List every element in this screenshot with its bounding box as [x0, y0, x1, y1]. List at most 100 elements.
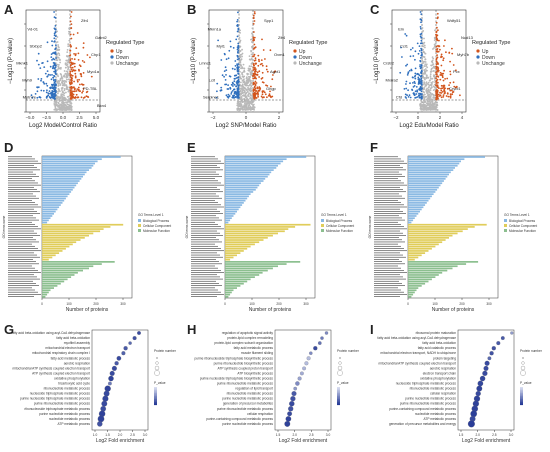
data-point	[228, 49, 231, 52]
data-point	[74, 69, 77, 72]
data-point	[54, 100, 57, 103]
data-point	[236, 64, 239, 67]
data-point	[423, 37, 425, 40]
data-point	[434, 105, 437, 107]
data-point	[433, 107, 436, 109]
size-legend-dot	[338, 361, 342, 365]
term-label: nucleotide metabolic process	[415, 412, 457, 416]
data-point	[433, 103, 435, 106]
data-point	[233, 77, 236, 80]
data-point	[437, 69, 440, 72]
data-point	[56, 48, 59, 51]
enrichment-dot	[285, 416, 292, 422]
color-legend-step	[154, 402, 157, 404]
data-point	[237, 79, 240, 82]
x-tick-label: −5.0	[26, 115, 35, 120]
data-point	[424, 61, 427, 63]
legend-label: Down	[482, 55, 495, 61]
data-point	[423, 100, 426, 103]
data-point	[416, 42, 419, 45]
data-point	[410, 48, 412, 51]
data-point	[423, 82, 426, 84]
data-point	[57, 99, 59, 101]
legend-swatch	[110, 49, 114, 53]
legend-label: Cellular Component	[509, 224, 537, 228]
go-bar	[225, 188, 256, 191]
data-point	[52, 52, 54, 54]
data-point	[420, 84, 423, 86]
data-point	[248, 78, 251, 80]
data-point	[252, 77, 255, 80]
go-bar	[225, 263, 287, 265]
data-point	[434, 75, 436, 78]
data-point	[237, 42, 240, 45]
data-point	[226, 88, 229, 90]
data-point	[243, 89, 246, 92]
data-point	[51, 94, 54, 97]
data-point	[421, 38, 424, 40]
data-point	[232, 47, 235, 49]
data-point	[71, 79, 73, 82]
data-point	[74, 54, 77, 57]
data-point	[255, 90, 257, 93]
go-term-label	[374, 256, 406, 258]
go-term-label	[8, 184, 41, 186]
x-tick-label: 2.5	[492, 433, 497, 437]
data-point	[228, 95, 231, 97]
data-point	[79, 83, 81, 86]
go-term-label	[191, 211, 220, 212]
size-legend-dot	[337, 370, 343, 376]
data-point	[237, 70, 240, 73]
data-point	[449, 95, 452, 97]
x-axis-title: Number of proteins	[249, 307, 292, 313]
data-point	[53, 40, 56, 42]
data-point	[70, 37, 73, 40]
go-bar	[408, 252, 426, 254]
data-point	[232, 85, 234, 87]
go-bar	[225, 293, 231, 296]
data-point	[36, 96, 39, 99]
go-term-label	[191, 162, 224, 164]
term-label: protein-lipid complex subunit organizati…	[214, 341, 273, 345]
data-point	[67, 78, 70, 81]
data-point	[73, 53, 75, 55]
gene-label: Ccl1	[400, 44, 409, 49]
go-bar	[225, 241, 260, 244]
data-point	[69, 59, 72, 62]
go-bar	[42, 204, 61, 206]
data-point	[223, 75, 225, 78]
go-bar	[42, 206, 60, 209]
data-point	[239, 53, 242, 56]
data-point	[67, 45, 70, 48]
enrichment-dot	[302, 366, 306, 371]
data-point	[411, 47, 414, 49]
data-point	[454, 86, 457, 89]
go-bar	[42, 160, 98, 163]
data-point	[239, 75, 241, 78]
data-point	[62, 96, 65, 99]
panel-b: B Spp1 Mkrn1a Zfr4 Myl1 Ovm1 Lmnc1 Agxt1 Lcit Gh…	[183, 0, 366, 140]
data-point	[424, 52, 427, 55]
color-legend-step	[337, 394, 340, 397]
data-point	[257, 54, 260, 57]
term-label: purine nucleotide metabolic process	[405, 397, 456, 401]
data-point	[420, 36, 423, 39]
data-point	[219, 89, 222, 92]
data-point	[427, 81, 430, 84]
data-point	[259, 63, 262, 66]
data-point	[67, 67, 70, 70]
data-point	[252, 55, 254, 58]
data-point	[436, 48, 439, 50]
go-bar	[408, 208, 422, 211]
data-point	[426, 66, 429, 69]
data-point	[400, 46, 402, 49]
data-point	[57, 85, 60, 87]
data-point	[435, 61, 438, 63]
go-bar	[408, 247, 432, 250]
go-term-label	[191, 259, 216, 260]
data-point	[60, 77, 62, 80]
data-point	[63, 70, 66, 72]
data-point	[436, 37, 438, 40]
enrichment-dot	[116, 355, 122, 361]
